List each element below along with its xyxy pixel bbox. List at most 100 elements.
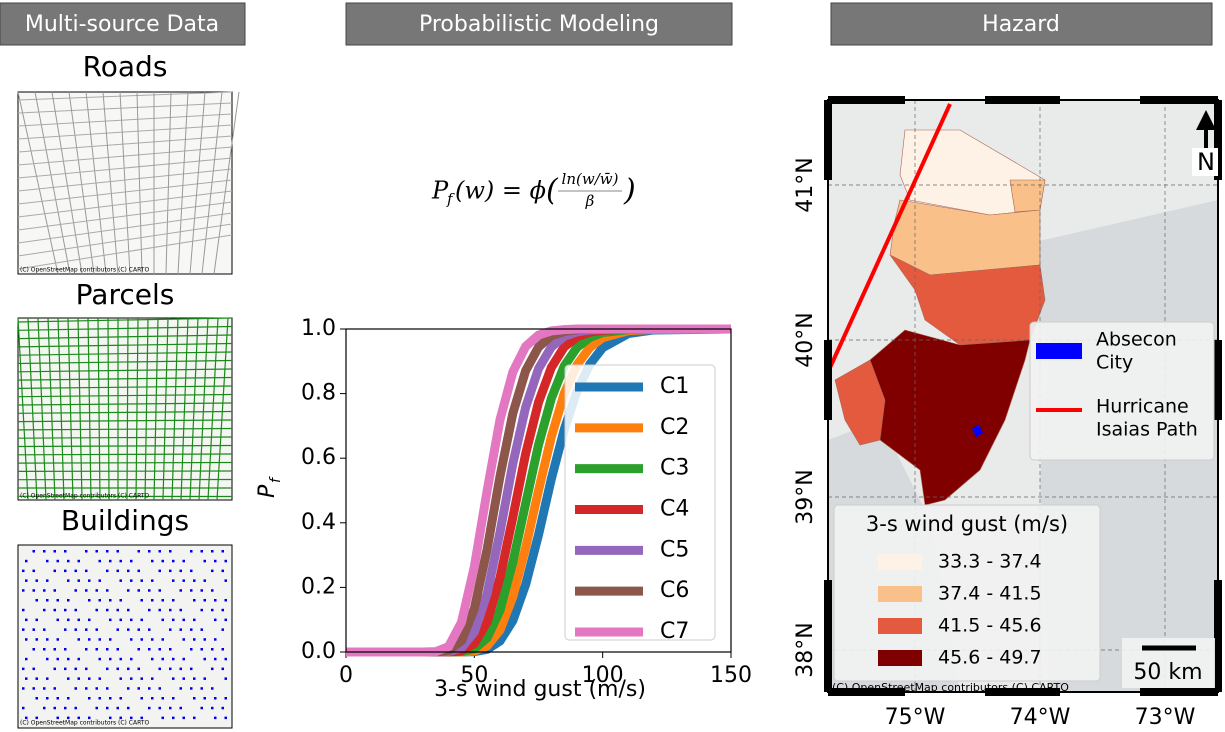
color-bin-label: 37.4 - 41.5 <box>938 583 1042 605</box>
absecon-city <box>972 425 983 437</box>
building <box>35 638 38 641</box>
building <box>106 569 109 573</box>
building <box>182 716 185 720</box>
building <box>77 657 80 661</box>
building <box>25 677 28 680</box>
building <box>140 697 143 700</box>
building <box>85 667 88 671</box>
y-tick-label: 0.8 <box>301 381 336 406</box>
legend-box <box>564 364 716 641</box>
building <box>158 648 161 651</box>
building <box>88 618 91 622</box>
building <box>22 667 25 671</box>
building <box>106 589 109 592</box>
parcel-line <box>77 317 83 501</box>
building <box>203 559 206 563</box>
building <box>169 608 172 612</box>
road <box>17 168 233 192</box>
building <box>190 667 193 671</box>
map-legend-label: Absecon <box>1096 329 1177 351</box>
color-bin-label: 45.6 - 49.7 <box>938 647 1042 669</box>
color-bin-label: 33.3 - 37.4 <box>938 551 1042 573</box>
building <box>116 648 119 651</box>
building <box>109 716 112 720</box>
building <box>109 559 112 563</box>
building <box>127 687 130 690</box>
building <box>88 579 91 582</box>
building <box>172 618 175 622</box>
building <box>182 657 185 661</box>
building <box>137 550 140 553</box>
header: Hazard <box>982 12 1060 37</box>
building <box>224 618 227 622</box>
building <box>98 559 101 563</box>
building <box>35 579 38 582</box>
building <box>148 648 151 651</box>
building <box>77 579 80 582</box>
building <box>214 638 217 641</box>
road <box>17 201 233 231</box>
building <box>172 559 175 563</box>
building <box>203 638 206 641</box>
building <box>64 550 67 553</box>
building <box>64 648 67 651</box>
building <box>32 648 35 651</box>
building <box>67 677 70 680</box>
parcel-line <box>17 410 233 414</box>
building <box>119 697 122 700</box>
building <box>190 589 193 592</box>
building <box>127 589 130 592</box>
road <box>17 179 233 205</box>
building <box>116 550 119 553</box>
building <box>32 569 35 573</box>
building <box>77 638 80 641</box>
building <box>203 579 206 582</box>
building <box>43 706 46 710</box>
building <box>67 599 70 602</box>
building <box>56 638 59 641</box>
parcel-line <box>17 461 233 464</box>
building <box>169 628 172 631</box>
building <box>193 599 196 602</box>
building <box>158 667 161 671</box>
building <box>169 648 172 651</box>
building <box>224 697 227 700</box>
map-legend-label: Hurricane <box>1096 396 1189 418</box>
building <box>148 550 151 553</box>
parcel-line <box>17 419 233 423</box>
parcel-line <box>17 385 233 389</box>
building <box>169 550 172 553</box>
parcel-line <box>17 453 233 456</box>
building <box>203 697 206 700</box>
building <box>211 569 214 573</box>
y-tick-label: 1.0 <box>301 316 336 341</box>
building <box>161 599 164 602</box>
building <box>35 697 38 700</box>
building <box>221 706 224 710</box>
building <box>137 628 140 631</box>
building <box>46 579 49 582</box>
building <box>53 569 56 573</box>
building <box>200 608 203 612</box>
parcel-line <box>17 393 233 398</box>
attribution: (C) OpenStreetMap contributors (C) CARTO <box>20 267 149 274</box>
panel-label: Roads <box>83 50 168 83</box>
building <box>88 716 91 720</box>
scale-label: 50 km <box>1133 660 1202 685</box>
parcel-line <box>27 317 38 501</box>
building <box>137 648 140 651</box>
building <box>22 687 25 690</box>
parcel-line <box>17 334 233 340</box>
building <box>140 599 143 602</box>
building <box>158 706 161 710</box>
building <box>221 550 224 553</box>
building <box>119 677 122 680</box>
building <box>56 618 59 622</box>
parcels-map <box>17 317 233 501</box>
building <box>64 706 67 710</box>
building <box>193 716 196 720</box>
building <box>43 687 46 690</box>
building <box>224 579 227 582</box>
building <box>53 608 56 612</box>
building <box>148 589 151 592</box>
